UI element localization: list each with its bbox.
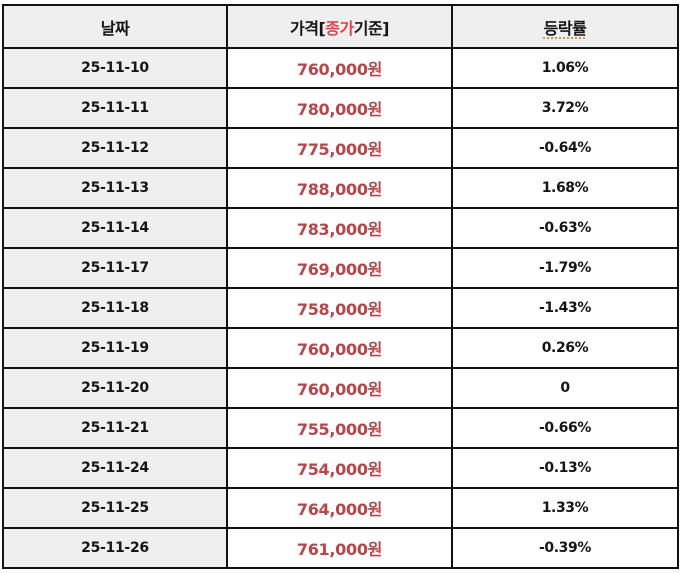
price-cell: 775,000원 — [226, 127, 453, 169]
table-row: 25-11-21 755,000원 -0.66% — [2, 407, 679, 449]
price-cell: 780,000원 — [226, 87, 453, 129]
price-cell: 758,000원 — [226, 287, 453, 329]
change-rate-cell: 1.33% — [451, 487, 679, 529]
stock-price-table: 날짜 가격[종가기준] 등락률 25-11-10 760,000원 1.06% 25-… — [2, 4, 679, 569]
price-cell: 760,000원 — [226, 327, 453, 369]
table-row: 25-11-24 754,000원 -0.13% — [2, 447, 679, 489]
date-cell: 25-11-14 — [2, 207, 228, 249]
price-cell: 783,000원 — [226, 207, 453, 249]
header-change-label: 등락률 — [543, 18, 587, 38]
table-row: 25-11-12 775,000원 -0.64% — [2, 127, 679, 169]
date-cell: 25-11-17 — [2, 247, 228, 289]
change-rate-cell: 1.06% — [451, 47, 679, 89]
price-cell: 760,000원 — [226, 367, 453, 409]
date-cell: 25-11-24 — [2, 447, 228, 489]
date-cell: 25-11-13 — [2, 167, 228, 209]
price-cell: 764,000원 — [226, 487, 453, 529]
table-body: 25-11-10 760,000원 1.06% 25-11-11 780,000원 3.7… — [2, 47, 679, 569]
header-price-prefix: 가격[ — [290, 18, 326, 38]
change-rate-cell: -1.43% — [451, 287, 679, 329]
price-cell: 761,000원 — [226, 527, 453, 569]
date-cell: 25-11-12 — [2, 127, 228, 169]
date-cell: 25-11-20 — [2, 367, 228, 409]
price-cell: 755,000원 — [226, 407, 453, 449]
date-cell: 25-11-26 — [2, 527, 228, 569]
date-cell: 25-11-18 — [2, 287, 228, 329]
table-row: 25-11-18 758,000원 -1.43% — [2, 287, 679, 329]
date-cell: 25-11-11 — [2, 87, 228, 129]
date-cell: 25-11-21 — [2, 407, 228, 449]
change-rate-cell: 0.26% — [451, 327, 679, 369]
price-cell: 769,000원 — [226, 247, 453, 289]
price-cell: 760,000원 — [226, 47, 453, 89]
change-rate-cell: -0.66% — [451, 407, 679, 449]
change-rate-cell: 3.72% — [451, 87, 679, 129]
table-row: 25-11-10 760,000원 1.06% — [2, 47, 679, 89]
table-row: 25-11-20 760,000원 0 — [2, 367, 679, 409]
change-rate-cell: 1.68% — [451, 167, 679, 209]
table-row: 25-11-25 764,000원 1.33% — [2, 487, 679, 529]
change-rate-cell: -0.13% — [451, 447, 679, 489]
table-row: 25-11-13 788,000원 1.68% — [2, 167, 679, 209]
header-date-label: 날짜 — [100, 18, 130, 38]
table-row: 25-11-19 760,000원 0.26% — [2, 327, 679, 369]
table-row: 25-11-14 783,000원 -0.63% — [2, 207, 679, 249]
date-cell: 25-11-19 — [2, 327, 228, 369]
change-rate-cell: -1.79% — [451, 247, 679, 289]
header-price-suffix: 기준] — [353, 18, 390, 38]
table-header-row: 날짜 가격[종가기준] 등락률 — [2, 4, 679, 49]
table-row: 25-11-11 780,000원 3.72% — [2, 87, 679, 129]
header-date: 날짜 — [2, 4, 228, 49]
change-rate-cell: -0.64% — [451, 127, 679, 169]
header-price-highlight: 종가 — [325, 18, 354, 38]
header-price: 가격[종가기준] — [226, 4, 453, 49]
price-cell: 788,000원 — [226, 167, 453, 209]
price-cell: 754,000원 — [226, 447, 453, 489]
change-rate-cell: -0.39% — [451, 527, 679, 569]
header-change: 등락률 — [451, 4, 679, 49]
table-row: 25-11-17 769,000원 -1.79% — [2, 247, 679, 289]
date-cell: 25-11-25 — [2, 487, 228, 529]
change-rate-cell: -0.63% — [451, 207, 679, 249]
change-rate-cell: 0 — [451, 367, 679, 409]
table-row: 25-11-26 761,000원 -0.39% — [2, 527, 679, 569]
date-cell: 25-11-10 — [2, 47, 228, 89]
